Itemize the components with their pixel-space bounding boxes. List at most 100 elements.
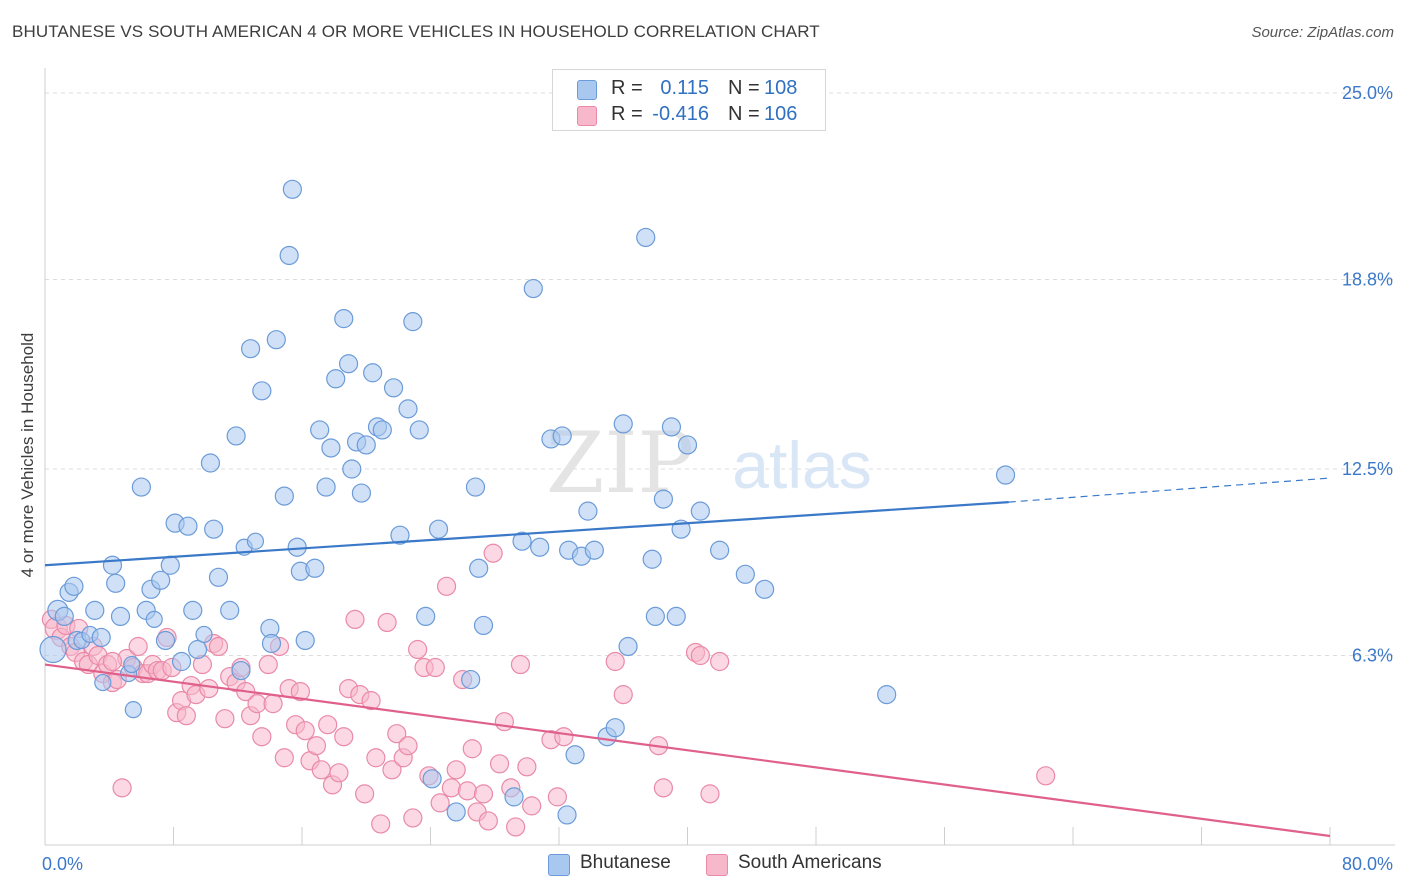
- point-bhutanese: [363, 363, 383, 383]
- trend-line-south-americans: [44, 663, 1331, 838]
- legend-stats: R = 0.115 N = 108 R = -0.416 N = 106: [552, 69, 826, 131]
- x-tick-label: 80.0%: [1342, 854, 1393, 874]
- point-bhutanese: [183, 600, 203, 620]
- point-bhutanese: [279, 245, 299, 266]
- point-bhutanese: [613, 414, 633, 434]
- point-bhutanese: [226, 426, 246, 446]
- point-south-americans: [366, 748, 386, 768]
- point-bhutanese: [200, 453, 221, 473]
- point-bhutanese: [241, 339, 261, 359]
- point-bhutanese: [94, 673, 112, 692]
- point-bhutanese: [145, 610, 163, 629]
- point-south-americans: [408, 639, 428, 660]
- point-bhutanese: [677, 435, 698, 455]
- legend-r-value: 0.115: [660, 77, 709, 99]
- point-south-americans: [318, 715, 338, 735]
- point-bhutanese: [605, 718, 625, 738]
- point-bhutanese: [351, 483, 372, 503]
- point-south-americans: [710, 651, 730, 672]
- point-bhutanese: [504, 787, 524, 807]
- point-bhutanese: [390, 525, 410, 545]
- source-label: Source: ZipAtlas.com: [1251, 24, 1394, 41]
- point-south-americans: [345, 609, 365, 630]
- point-bhutanese: [155, 630, 176, 651]
- point-bhutanese: [261, 633, 282, 654]
- point-south-americans: [554, 727, 574, 747]
- legend-n-label: N =: [728, 103, 760, 125]
- point-bhutanese: [465, 477, 486, 497]
- legend-label-bhutanese: Bhutanese: [580, 852, 671, 873]
- point-south-americans: [457, 781, 478, 801]
- point-bhutanese: [383, 378, 404, 398]
- point-bhutanese: [316, 477, 336, 497]
- y-tick-label: 25.0%: [1342, 83, 1393, 103]
- point-south-americans: [517, 757, 537, 777]
- point-bhutanese: [282, 179, 302, 199]
- point-bhutanese: [204, 519, 224, 539]
- point-south-americans: [306, 736, 327, 756]
- point-bhutanese: [428, 519, 449, 539]
- y-tick-label: 18.8%: [1342, 270, 1393, 290]
- point-south-americans: [329, 763, 349, 783]
- point-bhutanese: [416, 606, 436, 627]
- point-bhutanese: [584, 540, 604, 560]
- point-south-americans: [690, 645, 710, 666]
- point-bhutanese: [91, 627, 111, 648]
- point-bhutanese: [187, 639, 208, 660]
- point-bhutanese: [356, 435, 376, 455]
- point-south-americans: [473, 784, 494, 804]
- point-south-americans: [334, 727, 354, 747]
- point-bhutanese: [252, 381, 272, 401]
- point-bhutanese: [287, 537, 307, 557]
- point-bhutanese: [735, 564, 755, 584]
- point-south-americans: [522, 796, 542, 816]
- point-south-americans: [112, 778, 132, 798]
- point-bhutanese: [653, 489, 674, 509]
- x-tick-label: 0.0%: [42, 854, 83, 874]
- point-bhutanese: [710, 540, 730, 560]
- point-south-americans: [506, 817, 526, 837]
- point-bhutanese: [473, 615, 494, 636]
- legend-r-label: R =: [611, 77, 643, 99]
- series-south-americans: [41, 543, 1056, 837]
- point-south-americans: [208, 636, 229, 657]
- point-south-americans: [430, 793, 450, 813]
- point-bhutanese: [274, 486, 294, 506]
- watermark: ZIP atlas: [546, 414, 872, 512]
- point-bhutanese: [195, 625, 213, 644]
- legend-r-value: -0.416: [652, 103, 709, 125]
- trend-line-bhutanese-extension: [1008, 477, 1331, 503]
- legend-swatch-bhutanese: [548, 854, 570, 876]
- gridlines: [45, 92, 1395, 657]
- point-south-americans: [215, 709, 235, 729]
- point-south-americans: [489, 754, 510, 774]
- point-bhutanese: [530, 537, 550, 557]
- point-bhutanese: [552, 426, 572, 446]
- point-bhutanese: [171, 651, 192, 672]
- point-south-americans: [290, 681, 310, 702]
- legend-swatch-south-americans: [577, 106, 597, 126]
- point-bhutanese: [123, 655, 141, 674]
- point-south-americans: [252, 727, 272, 747]
- point-south-americans: [355, 784, 375, 804]
- legend-swatch-bhutanese: [577, 80, 597, 100]
- point-bhutanese: [512, 531, 532, 551]
- point-bhutanese: [342, 459, 362, 479]
- point-bhutanese: [618, 636, 638, 657]
- legend-r-label: R =: [611, 103, 643, 125]
- point-bhutanese: [403, 312, 423, 332]
- point-bhutanese: [295, 630, 315, 651]
- point-south-americans: [382, 760, 402, 780]
- point-south-americans: [377, 612, 397, 633]
- point-south-americans: [263, 694, 283, 714]
- point-south-americans: [199, 678, 219, 699]
- point-south-americans: [371, 814, 391, 834]
- point-south-americans: [274, 748, 294, 768]
- point-south-americans: [441, 778, 461, 798]
- point-bhutanese: [565, 745, 585, 765]
- point-south-americans: [478, 811, 498, 831]
- point-bhutanese: [54, 606, 74, 627]
- point-south-americans: [295, 721, 315, 741]
- point-bhutanese: [131, 477, 151, 497]
- point-south-americans: [361, 691, 381, 711]
